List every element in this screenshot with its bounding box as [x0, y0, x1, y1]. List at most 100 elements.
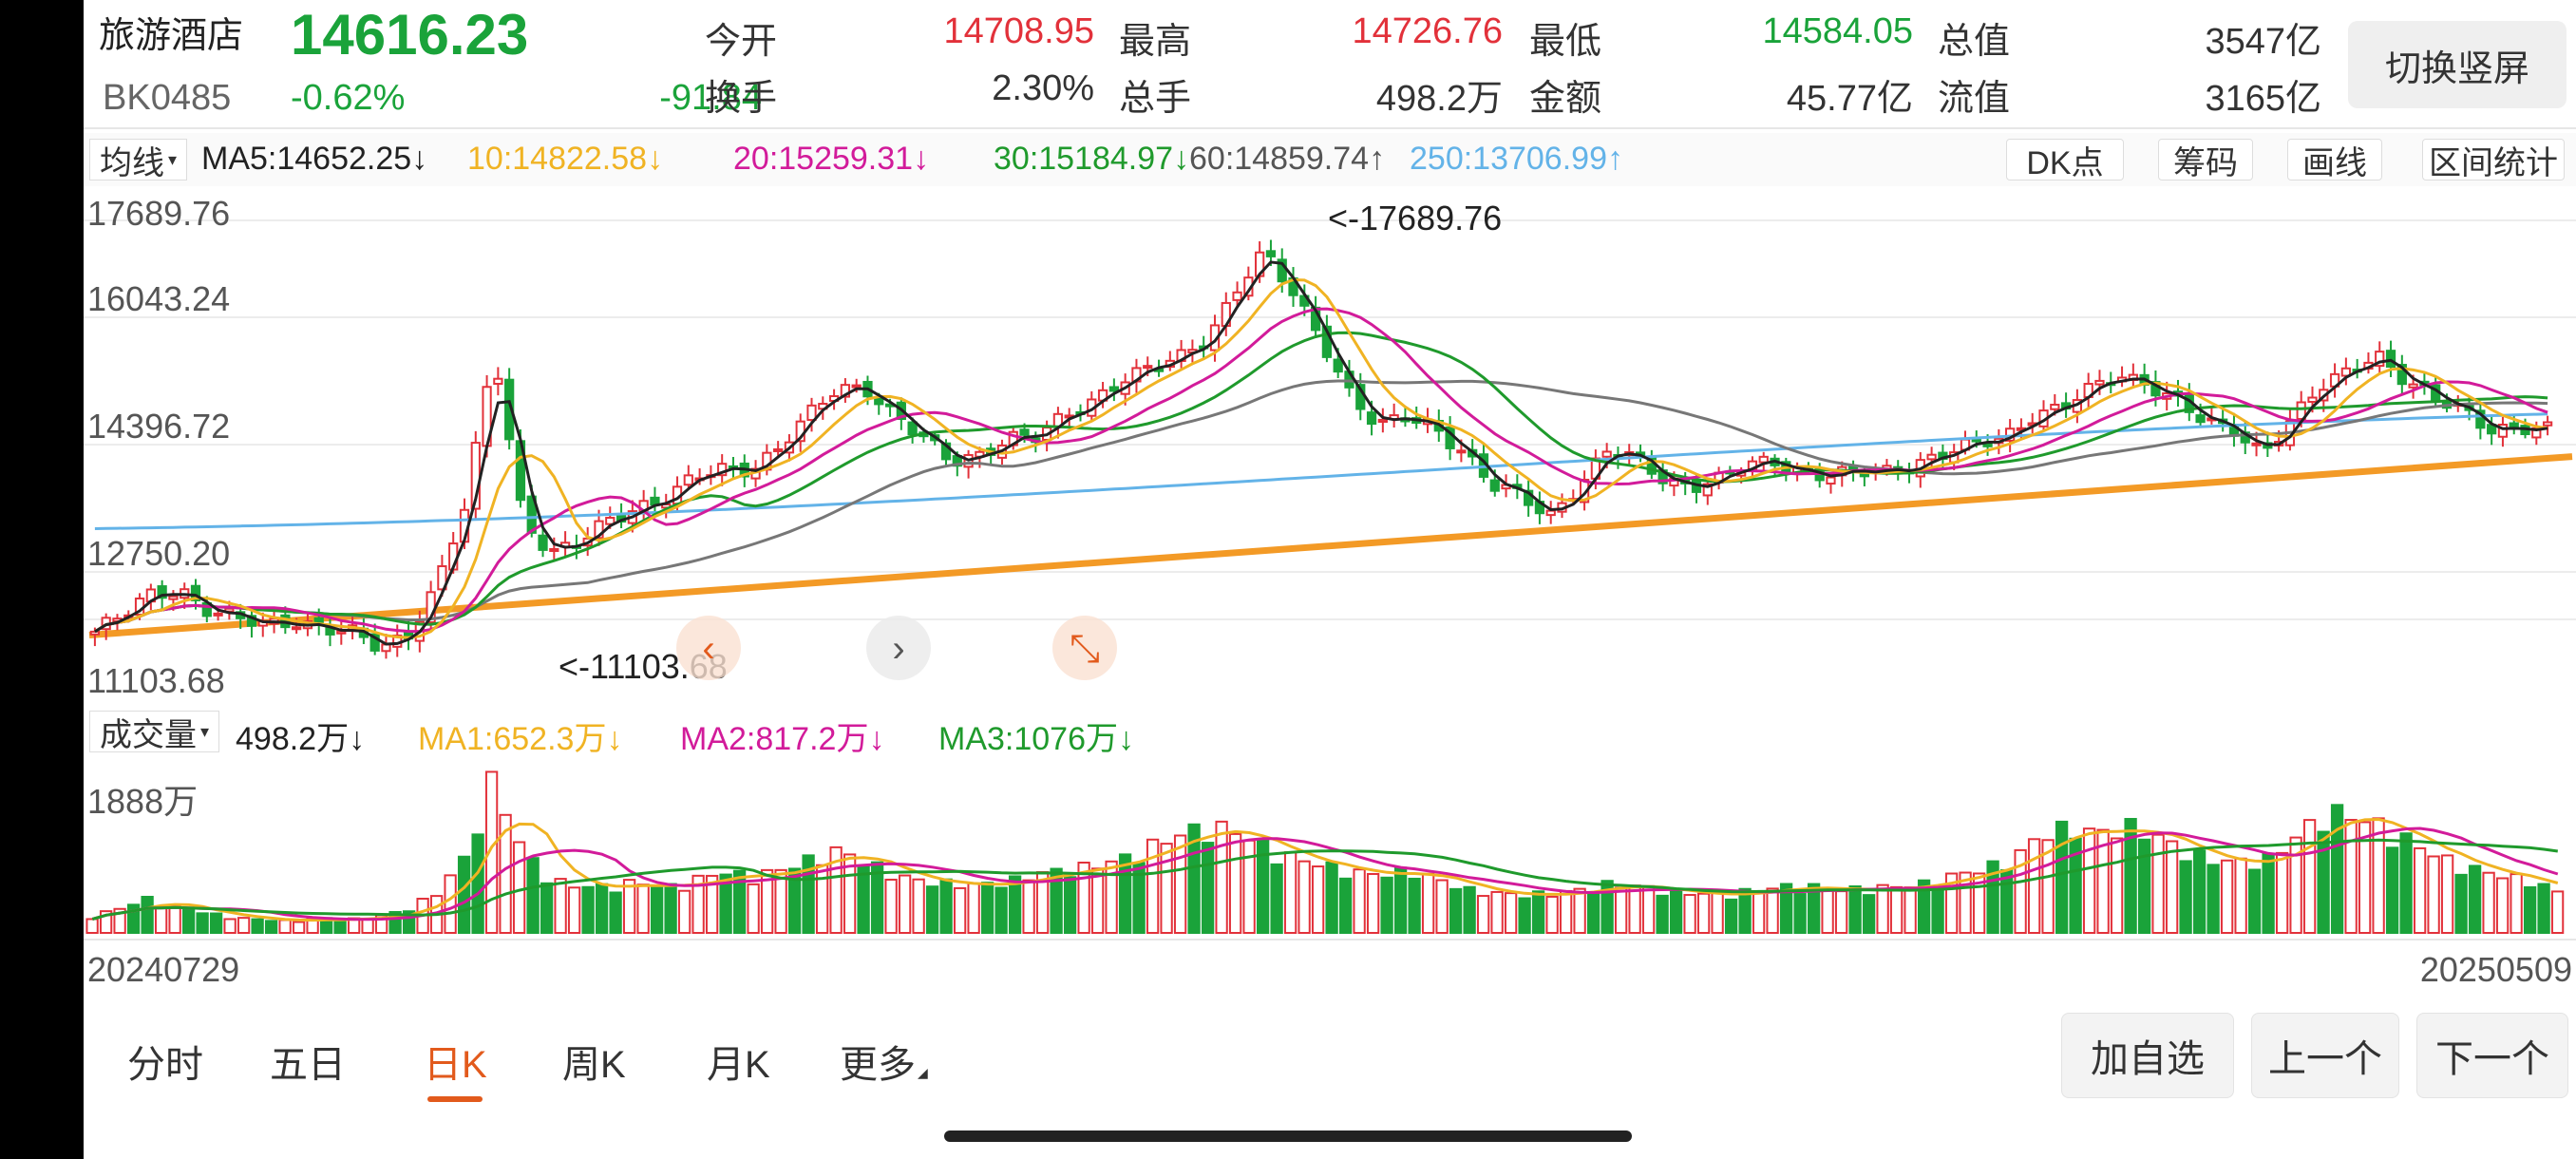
previous-button[interactable]: 上一个	[2251, 1013, 2399, 1098]
volume-bar	[2275, 851, 2289, 934]
volume-bar	[912, 878, 925, 934]
chart-tool-button[interactable]: 区间统计	[2422, 139, 2565, 181]
volume-ma-value: 498.2万↓	[236, 721, 366, 757]
volume-bar	[2385, 846, 2399, 934]
candle	[213, 612, 223, 617]
tab-5[interactable]: 更多 ◢	[840, 1044, 928, 1086]
volume-bar	[2179, 860, 2192, 934]
candle	[2475, 409, 2486, 429]
volume-bar	[581, 885, 595, 934]
volume-bar	[2344, 819, 2358, 934]
ma30-line	[94, 331, 2548, 634]
volume-bar	[1614, 886, 1628, 935]
tab-2[interactable]: 日K	[424, 1044, 487, 1086]
volume-bar	[1724, 898, 1738, 934]
add-watchlist-button[interactable]: 加自选	[2061, 1013, 2234, 1098]
candle	[1926, 453, 1937, 461]
stat-value: 498.2万	[1375, 79, 1503, 119]
volume-bar	[1283, 851, 1297, 934]
volume-max-label: 1888万	[87, 782, 199, 821]
volume-bar	[2234, 857, 2247, 934]
active-tab-indicator	[427, 1096, 483, 1102]
volume-bar	[99, 910, 113, 934]
candle	[1971, 438, 1981, 443]
volume-bar	[1628, 884, 1641, 934]
volume-bar	[1146, 838, 1160, 934]
home-indicator[interactable]	[944, 1130, 1632, 1142]
ma-selector-label: 均线	[100, 144, 164, 181]
volume-bar	[884, 878, 898, 934]
candle	[292, 626, 302, 631]
volume-bar	[1559, 889, 1573, 935]
chart-tool-button[interactable]: DK点	[2006, 139, 2124, 181]
stat-label: 今开	[705, 22, 778, 62]
volume-bar	[1779, 883, 1793, 935]
candle	[2531, 427, 2542, 439]
prev-page-button[interactable]	[676, 616, 741, 680]
ma-value: 30:15184.97↓	[994, 141, 1190, 177]
chart-tool-button[interactable]: 筹码	[2158, 139, 2253, 181]
volume-bar	[636, 884, 650, 934]
volume-bar	[898, 874, 912, 934]
stat-label: 换手	[705, 79, 778, 119]
volume-bar	[760, 868, 774, 934]
volume-bar	[554, 878, 567, 934]
volume-bar	[967, 882, 980, 934]
candle	[1758, 455, 1769, 464]
next-page-button[interactable]	[866, 616, 931, 680]
candle	[907, 421, 918, 436]
current-price: 14616.23	[291, 3, 529, 66]
volume-ma-value: MA1:652.3万↓	[418, 721, 623, 757]
volume-bar	[1090, 867, 1105, 934]
candle	[2296, 401, 2306, 421]
volume-bar	[154, 905, 168, 935]
stat-label: 最低	[1529, 22, 1602, 62]
stat-value: 3547亿	[2205, 22, 2321, 62]
candle	[1377, 418, 1388, 423]
volume-bar	[251, 918, 264, 934]
volume-bar	[2096, 828, 2110, 934]
volume-bar	[994, 886, 1008, 935]
volume-bar	[1573, 887, 1586, 935]
volume-bar	[1173, 834, 1187, 934]
volume-ma-value: MA2:817.2万↓	[680, 721, 885, 757]
next-button[interactable]: 下一个	[2416, 1013, 2568, 1098]
tab-1[interactable]: 五日	[270, 1044, 346, 1086]
candle	[2509, 422, 2519, 428]
volume-bar	[2207, 864, 2220, 934]
ma-selector[interactable]: 均线 ▾	[89, 139, 188, 181]
stat-label: 最高	[1119, 22, 1192, 62]
tab-3[interactable]: 周K	[562, 1044, 626, 1086]
candle	[2497, 424, 2509, 438]
volume-bar	[953, 886, 967, 935]
stat-label: 总值	[1938, 22, 2011, 62]
chart-tool-button[interactable]: 画线	[2287, 139, 2382, 181]
collapse-button[interactable]	[1052, 616, 1117, 680]
trend-line[interactable]	[88, 453, 2573, 639]
vol-ma2-line	[91, 826, 2559, 922]
volume-bar	[1463, 885, 1476, 935]
kline-chart[interactable]: <-17689.76<-11103.68‹ › ⤡	[84, 188, 2576, 701]
volume-bar	[1311, 865, 1325, 934]
switch-portrait-button[interactable]: 切换竖屏	[2348, 21, 2567, 108]
candle	[2542, 421, 2553, 427]
candle	[526, 495, 537, 534]
candle	[2251, 442, 2262, 446]
volume-bar	[2192, 849, 2207, 934]
ma-value: 10:14822.58↓	[467, 141, 664, 177]
volume-indicator-bar: 成交量 ▾ 498.2万↓ MA1:652.3万↓ MA2:817.2万↓ MA3:1…	[84, 705, 2576, 758]
volume-bar	[1683, 894, 1696, 934]
candle	[773, 447, 784, 452]
volume-bar	[278, 919, 292, 934]
tab-4[interactable]: 月K	[707, 1044, 770, 1086]
candle	[504, 378, 515, 441]
volume-bar	[1972, 872, 1986, 934]
volume-bar	[829, 846, 843, 934]
candle	[1019, 428, 1030, 436]
volume-selector[interactable]: 成交量 ▾	[89, 711, 220, 753]
volume-chart[interactable]	[84, 760, 2576, 937]
ma-value: 60:14859.74↑	[1189, 141, 1386, 177]
tab-0[interactable]: 分时	[127, 1044, 203, 1086]
volume-bar	[1338, 877, 1353, 934]
volume-bar	[333, 919, 347, 935]
